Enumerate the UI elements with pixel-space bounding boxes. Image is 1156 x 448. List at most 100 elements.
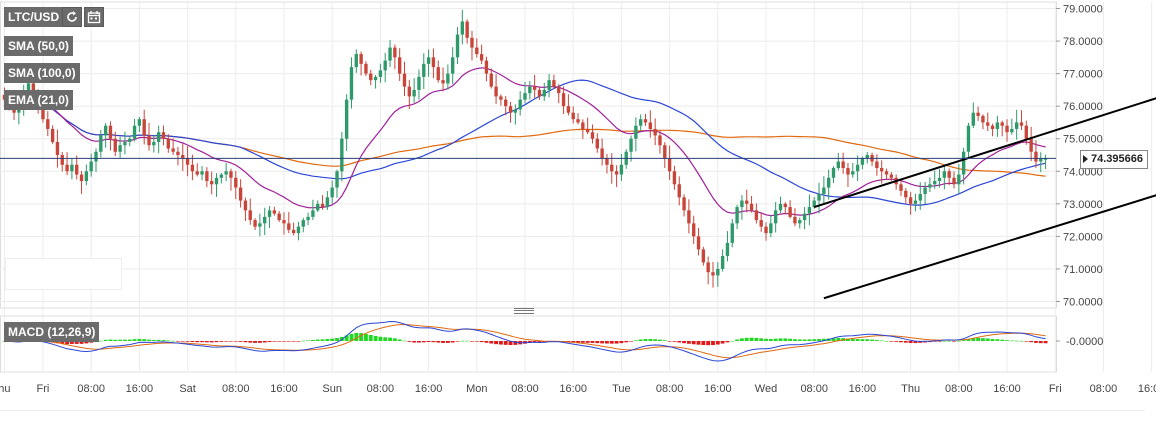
- x-tick-label: 16:00: [415, 383, 443, 395]
- candle-body: [961, 151, 966, 175]
- macd-histogram-bar: [286, 341, 291, 342]
- candle-body: [407, 86, 412, 97]
- candle-body: [600, 148, 604, 159]
- x-tick-label: Fri: [37, 383, 50, 395]
- macd-histogram-bar: [229, 341, 233, 342]
- y-tick-label: 77.0000: [1063, 69, 1103, 81]
- macd-histogram-bar: [532, 341, 537, 343]
- macd-histogram-bar: [956, 340, 961, 342]
- macd-histogram-bar: [682, 341, 686, 344]
- macd-histogram-bar: [773, 338, 778, 341]
- candle-body: [942, 171, 947, 178]
- x-tick-label: Sun: [322, 383, 342, 395]
- macd-histogram-bar: [479, 341, 484, 343]
- macd-histogram-bar: [397, 339, 402, 341]
- macd-histogram-bar: [200, 341, 204, 343]
- candle-body: [504, 99, 508, 107]
- candle-body: [475, 47, 479, 55]
- candle-body: [267, 210, 272, 217]
- macd-histogram-bar: [903, 341, 908, 343]
- macd-histogram-bar: [793, 339, 797, 341]
- candle-body: [672, 171, 677, 185]
- candle-body: [817, 194, 821, 201]
- calendar-button[interactable]: [84, 7, 104, 27]
- indicator-sma100[interactable]: SMA (100,0): [4, 63, 80, 83]
- macd-histogram-bar: [156, 339, 161, 341]
- candle-body: [311, 210, 315, 217]
- channel-lower-line: [823, 194, 1156, 300]
- candle-body: [84, 171, 89, 182]
- candle-body: [128, 138, 132, 142]
- macd-histogram-bar: [1014, 340, 1019, 342]
- macd-histogram-bar: [455, 341, 460, 342]
- macd-histogram-bar: [238, 341, 243, 342]
- macd-histogram-bar: [836, 337, 841, 341]
- candle-body: [79, 174, 84, 182]
- macd-histogram-bar: [142, 339, 147, 341]
- candle-body: [706, 262, 710, 273]
- candle-body: [826, 177, 831, 188]
- candle-body: [908, 197, 913, 204]
- macd-histogram-bar: [730, 340, 735, 342]
- candle-body: [831, 168, 836, 178]
- candle-body: [614, 171, 619, 175]
- macd-histogram-bar: [725, 341, 730, 343]
- macd-histogram-bar: [171, 340, 176, 342]
- candle-body: [846, 168, 850, 175]
- blank-overlay-box: [5, 258, 122, 290]
- macd-histogram-bar: [1029, 341, 1034, 343]
- panel-resize-handle[interactable]: [514, 308, 534, 314]
- indicator-ema21[interactable]: EMA (21,0): [4, 90, 73, 110]
- macd-histogram-bar: [122, 339, 127, 341]
- macd-histogram-bar: [1043, 341, 1048, 344]
- candle-body: [913, 200, 918, 204]
- candle-body: [716, 268, 720, 276]
- x-tick-label: 08:00: [656, 383, 684, 395]
- macd-histogram-bar: [98, 340, 103, 342]
- macd-histogram-bar: [412, 341, 417, 343]
- x-tick-label: hu: [0, 383, 11, 395]
- candle-body: [1034, 151, 1038, 162]
- macd-histogram-bar: [884, 340, 889, 342]
- candle-body: [928, 184, 932, 188]
- macd-histogram-bar: [874, 340, 879, 341]
- macd-histogram-bar: [219, 341, 224, 342]
- candle-body: [957, 174, 961, 185]
- macd-histogram-bar: [214, 341, 219, 343]
- macd-histogram-bar: [870, 339, 874, 341]
- candle-body: [523, 93, 527, 100]
- indicator-macd[interactable]: MACD (12,26,9): [4, 322, 100, 342]
- candles: [2, 9, 1048, 288]
- symbol-label[interactable]: LTC/USD: [4, 7, 64, 27]
- candle-body: [263, 216, 267, 224]
- indicator-sma50[interactable]: SMA (50,0): [4, 36, 73, 56]
- refresh-button[interactable]: [62, 7, 82, 27]
- macd-histogram-bar: [417, 341, 421, 343]
- candle-body: [1039, 158, 1043, 162]
- candle-body: [836, 161, 841, 169]
- candle-body: [904, 190, 908, 198]
- candle-body: [783, 203, 787, 208]
- macd-histogram-bar: [658, 339, 662, 341]
- candle-body: [995, 122, 1000, 129]
- x-tick-label: 08:00: [77, 383, 105, 395]
- candle-body: [17, 109, 21, 113]
- candle-body: [976, 112, 980, 116]
- macd-histogram-bar: [537, 341, 542, 343]
- macd-histogram-bar: [899, 341, 903, 343]
- candle-body: [754, 210, 759, 221]
- x-tick-label: 08:00: [511, 383, 539, 395]
- macd-panel-frame: [0, 315, 1057, 373]
- macd-histogram-bar: [952, 341, 956, 342]
- macd-histogram-bar: [508, 341, 513, 346]
- candle-body: [923, 187, 927, 195]
- macd-histogram-bar: [879, 340, 884, 342]
- candle-body: [677, 184, 681, 198]
- candle-body: [629, 138, 633, 152]
- macd-histogram-bar: [436, 341, 441, 343]
- macd-histogram-bar: [147, 339, 151, 341]
- candle-body: [966, 125, 971, 152]
- candle-body: [788, 207, 792, 217]
- macd-histogram-bar: [108, 339, 113, 341]
